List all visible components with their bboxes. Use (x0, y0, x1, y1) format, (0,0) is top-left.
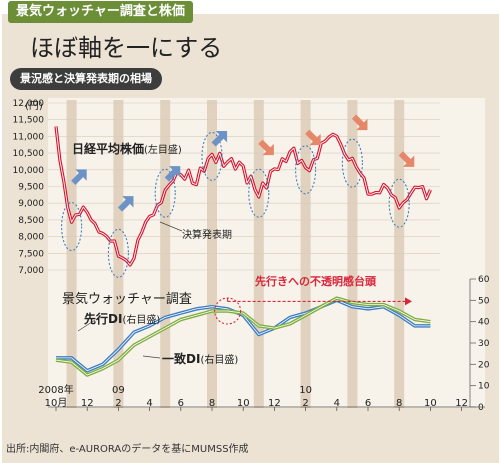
earnings-period-circle (295, 145, 317, 195)
nikkei-label: 日経平均株価(左目盛) (72, 140, 182, 157)
up-arrow-icon (211, 130, 228, 147)
left-tick-label: 9,500 (18, 183, 44, 193)
earnings-period-circle (248, 168, 270, 218)
x-tick-label: 2008年 (38, 383, 73, 396)
x-tick-label: 6 (178, 398, 184, 409)
x-tick-label: 12 (268, 398, 281, 409)
x-tick-label: 4 (334, 398, 340, 409)
x-tick-label: 12 (455, 398, 468, 409)
right-tick-label: 30 (478, 339, 490, 349)
coincident-di-name: 一致DI (162, 352, 201, 366)
earnings-period-circle (388, 178, 410, 228)
left-tick-label: 11,000 (13, 132, 45, 142)
uncertainty-label: 先行きへの不透明感台頭 (255, 275, 376, 288)
arrow-shape (398, 151, 415, 167)
leading-di-label: 先行DI(右目盛) (84, 310, 160, 327)
uncertainty-arrowhead-icon (405, 297, 412, 306)
arrow-shape (71, 169, 87, 185)
arrow-shape (351, 114, 368, 131)
left-tick-label: 8,500 (18, 216, 44, 226)
arrow-shape (117, 196, 134, 212)
earnings-period-circle (341, 138, 363, 188)
down-arrow-icon (398, 151, 415, 167)
x-tick-label: 10月 (45, 397, 68, 409)
left-tick-label: 9,000 (18, 199, 44, 209)
left-unit: (円) (25, 101, 43, 112)
x-tick-label: 10 (299, 385, 312, 396)
earnings-period-circle (107, 228, 129, 278)
left-tick-label: 10,000 (13, 166, 45, 176)
x-tick-label: 6 (365, 398, 371, 409)
earnings-period-band (207, 100, 217, 408)
x-tick-label: 12 (81, 398, 94, 409)
x-tick-label: 2 (115, 398, 121, 409)
left-tick-label: 11,500 (13, 116, 45, 126)
coincident-di-axis: (右目盛) (200, 355, 239, 366)
earnings-period-band (394, 100, 405, 408)
right-tick-label: 50 (478, 296, 490, 306)
left-tick-label: 12,000 (13, 99, 45, 109)
up-arrow-icon (164, 166, 181, 182)
earnings-period-band (160, 100, 171, 408)
x-tick-label: 10 (424, 398, 437, 409)
x-tick-label: 10 (237, 398, 250, 409)
right-tick-label: 40 (478, 318, 490, 328)
headline: ほぼ軸を一にする (30, 34, 223, 62)
earnings-leader-line (159, 221, 183, 232)
earnings-period-band (66, 100, 77, 408)
coincident-di-line-highlight (55, 297, 431, 376)
x-tick-label: 2 (302, 398, 308, 409)
up-arrow-icon (117, 196, 134, 212)
earnings-period-circle (201, 131, 223, 181)
right-tick-label: 20 (478, 360, 490, 370)
arrow-shape (164, 166, 181, 182)
x-tick-label: 4 (146, 398, 152, 409)
coincident-di-label: 一致DI(右目盛) (162, 350, 238, 367)
x-tick-label: 09 (112, 385, 125, 396)
earnings-period-band (300, 100, 311, 408)
nikkei-axis-note: (左目盛) (144, 145, 182, 156)
down-arrow-icon (351, 114, 368, 131)
earnings-period-circle (61, 202, 83, 252)
left-tick-label: 8,000 (18, 233, 44, 243)
di-title: 景気ウォッチャー調査 (62, 292, 192, 307)
chart-title: 景況感と決算発表期の相場 (10, 68, 162, 90)
right-tick-label: 10 (478, 382, 490, 392)
left-tick-label: 7,500 (18, 249, 44, 259)
source-note: 出所:内閣府、e-AURORAのデータを基にMUMSS作成 (6, 444, 249, 455)
leading-di-axis: (右目盛) (122, 315, 161, 326)
nikkei-line-highlight (55, 126, 431, 266)
x-tick-label: 8 (209, 398, 215, 409)
x-tick-label: 8 (396, 398, 402, 409)
coincident-di-leader-line (142, 355, 161, 359)
arrow-shape (258, 139, 274, 156)
arrow-shape (305, 129, 321, 146)
leading-di-leader-line (77, 319, 96, 332)
right-tick-label: 0 (478, 403, 484, 413)
right-tick-label: 60 (478, 275, 490, 285)
leading-di-name: 先行DI (84, 312, 123, 326)
left-tick-label: 10,500 (13, 149, 45, 159)
down-arrow-icon (305, 129, 321, 146)
section-tag: 景気ウォッチャー調査と株価 (8, 1, 193, 23)
arrow-shape (211, 130, 228, 147)
earnings-period-band (347, 100, 358, 408)
left-tick-label: 7,000 (18, 266, 44, 276)
earnings-period-band (253, 100, 264, 408)
earnings-label: 決算発表期 (182, 230, 232, 241)
nikkei-name: 日経平均株価 (72, 142, 145, 156)
down-arrow-icon (258, 139, 274, 156)
up-arrow-icon (71, 169, 87, 185)
uncertainty-circle (214, 297, 242, 325)
earnings-period-circle (154, 168, 176, 218)
